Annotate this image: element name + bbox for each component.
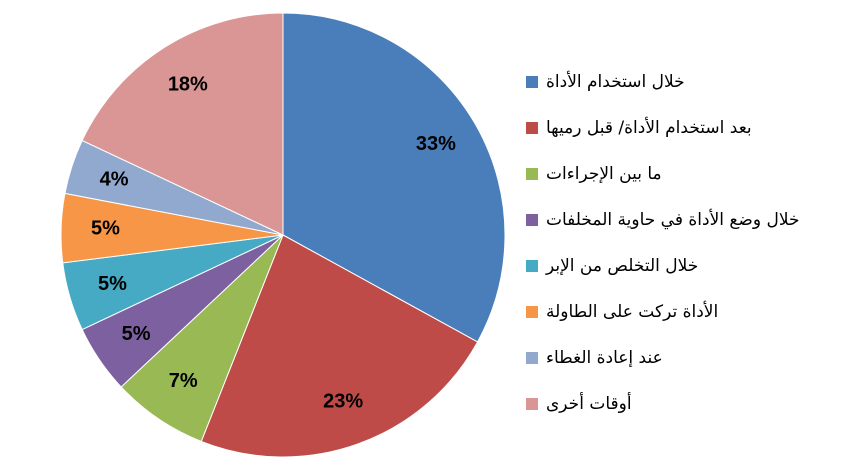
legend-swatch — [526, 352, 538, 364]
legend-label: ما بين الإجراءات — [546, 164, 662, 184]
legend-label: أوقات أخرى — [546, 392, 632, 414]
legend-label: الأداة تركت على الطاولة — [546, 301, 718, 322]
pie-slice — [282, 12, 506, 343]
legend-label: بعد استخدام الأداة/ قبل رميها — [546, 117, 752, 138]
legend-label: خلال وضع الأداة في حاوية المخلفات — [546, 209, 800, 230]
pie-slice — [200, 234, 479, 458]
value-label: 33% — [416, 133, 456, 155]
legend-swatch — [526, 122, 538, 134]
value-label: 4% — [100, 168, 129, 190]
legend-swatch — [526, 306, 538, 318]
legend-label: عند إعادة الغطاء — [546, 348, 663, 368]
legend-swatch — [526, 214, 538, 226]
value-label: 18% — [168, 73, 208, 95]
value-label: 7% — [169, 370, 198, 392]
legend-swatch — [526, 260, 538, 272]
value-label: 5% — [122, 323, 151, 345]
value-label: 5% — [91, 218, 120, 240]
legend-swatch — [526, 398, 538, 410]
legend-label: خلال استخدام الأداة — [546, 71, 685, 92]
value-label: 23% — [323, 390, 363, 412]
value-label: 5% — [98, 273, 127, 295]
pie-slice — [81, 12, 284, 236]
legend-swatch — [526, 76, 538, 88]
legend-label: خلال التخلص من الإبر — [545, 256, 698, 276]
legend-swatch — [526, 168, 538, 180]
